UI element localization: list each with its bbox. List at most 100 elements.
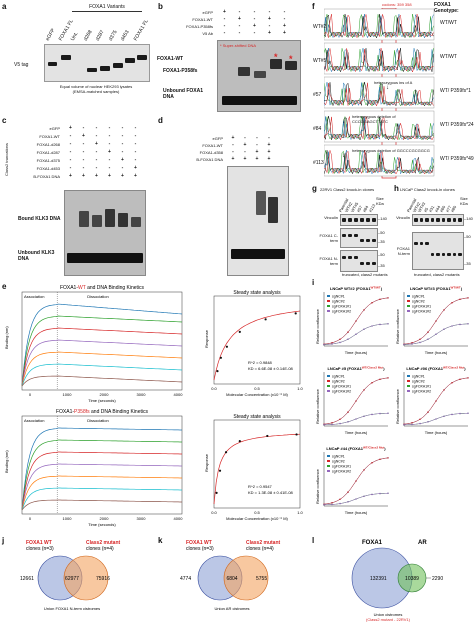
legend-entry: sgFOXA1#2 xyxy=(412,310,431,314)
venn-k-left-only: 4774 xyxy=(180,576,191,582)
panel-h-band xyxy=(425,242,429,245)
panel-c-row-mark: - xyxy=(121,141,124,147)
kinetics-xtick: 4000 xyxy=(174,516,184,521)
panel-g-blots: Vinculin –140 FOXA1 C-term –50 –35 FOXA1 N-te… xyxy=(312,214,392,277)
panel-d-row-mark: - xyxy=(256,135,258,141)
legend-swatch xyxy=(327,390,330,392)
panel-b-row-mark: - xyxy=(283,16,286,22)
confluence-series xyxy=(403,297,469,345)
steady-ylabel: Response xyxy=(204,329,209,348)
steady-xtick: 0.5 xyxy=(254,386,260,391)
kinetics-curve xyxy=(21,375,183,387)
venn-l-overlap: 10389 xyxy=(405,576,419,582)
panel-c-row-mark: - xyxy=(121,149,124,155)
legend-entry: sgNC#1 xyxy=(332,455,345,459)
panel-g-band xyxy=(366,238,370,242)
panel-h-band xyxy=(452,252,457,256)
panel-g-title: 22RV1 Class2 knock-in clones xyxy=(320,187,375,192)
panel-g-band xyxy=(372,218,376,222)
confluence-xlabel: Time (hours) xyxy=(345,350,368,355)
panel-g-band xyxy=(348,233,352,237)
kinetics-curve xyxy=(21,339,183,387)
steady-data-point xyxy=(225,345,228,348)
panel-a: FOXA1 Variants eGFP FOXA1 FL Unt. d268 d287 d… xyxy=(0,0,150,110)
steady-data-point xyxy=(238,440,241,443)
confluence-point xyxy=(323,424,325,426)
panel-a-side-label: V5 tag xyxy=(14,62,29,68)
legend-entry: sgNC#1 xyxy=(412,375,425,379)
steady-data-point xyxy=(215,491,218,494)
steady-data-point xyxy=(295,433,298,436)
venn-k-caption: Union AR cistromes xyxy=(214,606,249,611)
panel-b-row-mark: - xyxy=(238,30,241,36)
chromatogram-trace xyxy=(324,47,434,73)
panel-d-row-mark: + xyxy=(243,142,247,148)
confluence-series xyxy=(403,323,469,345)
panel-d-row-mark: + xyxy=(231,135,235,141)
panel-h-title: LNCaP Class2 knock-in clones xyxy=(400,187,455,192)
panel-a-caption-2: (EMSA-matched samples) xyxy=(72,89,120,94)
steady-data-point xyxy=(224,451,228,454)
panel-b-row-mark: - xyxy=(238,23,241,29)
panel-f-mutation-note: heterozygous deletion of CCCGGAGCTTATC xyxy=(352,114,396,124)
panel-letter-c: c xyxy=(2,116,7,125)
panel-c-row-mark: - xyxy=(95,125,98,131)
panel-d-row-label: eGFP xyxy=(212,136,223,141)
legend-swatch xyxy=(327,460,330,462)
steady-r2: R^2 = 0.9848 xyxy=(248,360,273,365)
panel-letter-l: l xyxy=(312,536,315,545)
panel-d-row-label: FOXA1-WT xyxy=(202,143,223,148)
panel-b-row-mark: - xyxy=(283,9,286,15)
steady-xtick: 0.0 xyxy=(211,386,217,391)
panel-g-size-marker: –140 xyxy=(378,216,387,221)
legend-entry: sgFOXA1#2 xyxy=(412,390,431,394)
chromatogram-trace xyxy=(324,82,434,107)
panel-c-row-mark: - xyxy=(69,141,72,147)
legend-swatch xyxy=(327,465,330,467)
panel-b: eGFP + - - - - FOXA1-WT - + - + - FOXA1-P358fs - - + - + V… xyxy=(155,0,305,112)
confluence-ylabel: Relative confluence xyxy=(315,468,320,504)
steady-fit-curve xyxy=(213,433,301,505)
panel-d-row-mark: - xyxy=(244,135,246,141)
panel-b-row-mark: - xyxy=(223,16,226,22)
steady-title: Steady state analysis xyxy=(233,414,281,420)
panel-b-label-fs: FOXA1-P358fs xyxy=(163,68,198,74)
panel-c-row-mark: + xyxy=(69,173,72,179)
panel-b-row-mark: + xyxy=(253,23,256,29)
panel-d-row-mark: - xyxy=(232,149,234,155)
venn-l-right-only: 2290 xyxy=(432,576,443,582)
panel-c-row-mark: + xyxy=(121,173,124,179)
panel-g-blot-strip xyxy=(340,228,378,248)
legend-swatch xyxy=(407,295,410,297)
venn-j-left-only: 12661 xyxy=(20,576,34,582)
steady-xlabel: Molecular Concentration (x10⁻⁶ M) xyxy=(226,392,288,397)
panel-g-band xyxy=(360,262,364,265)
kinetics-curve xyxy=(21,427,182,511)
panel-d-row-mark: + xyxy=(267,156,271,162)
venn-j-left-sub: clones (n=3) xyxy=(26,546,54,552)
panel-d-row-label: B-FOXA1 DNA xyxy=(196,157,223,162)
panel-letter-a: a xyxy=(2,2,7,11)
confluence-series xyxy=(323,457,389,505)
panel-g-row-label: Vinculin xyxy=(324,215,338,220)
panel-h-band xyxy=(441,252,446,256)
kinetics-ylabel: Binding (nm) xyxy=(4,450,9,473)
dissociation-label: Dissociation xyxy=(87,418,109,423)
kinetics-curve xyxy=(21,499,182,511)
steady-xlabel: Molecular Concentration (x10⁻⁶ M) xyxy=(226,516,288,521)
panel-c-row-mark: - xyxy=(108,165,111,171)
panel-c-row-label: FOXA1-d453 xyxy=(36,166,60,171)
panel-f-chromatograms xyxy=(324,8,435,179)
steady-xtick: 0.5 xyxy=(254,510,260,515)
panel-c-row-mark: + xyxy=(134,173,137,179)
kinetics-xtick: 1000 xyxy=(63,392,73,397)
panel-a-lane-label: d453 xyxy=(119,29,131,42)
panel-letter-b: b xyxy=(158,2,163,11)
venn-panels: 12661 62977 75916 FOXA1 WT clones (n=3) Class… xyxy=(0,536,474,625)
legend-entry: sgNC#1 xyxy=(332,295,345,299)
panel-c-row-mark: - xyxy=(69,149,72,155)
legend-entry: sgFOXA1#2 xyxy=(332,310,351,314)
panel-a-group-label: FOXA1 Variants xyxy=(89,4,125,10)
legend-swatch xyxy=(407,385,410,387)
kinetics-xtick: 2000 xyxy=(100,392,110,397)
